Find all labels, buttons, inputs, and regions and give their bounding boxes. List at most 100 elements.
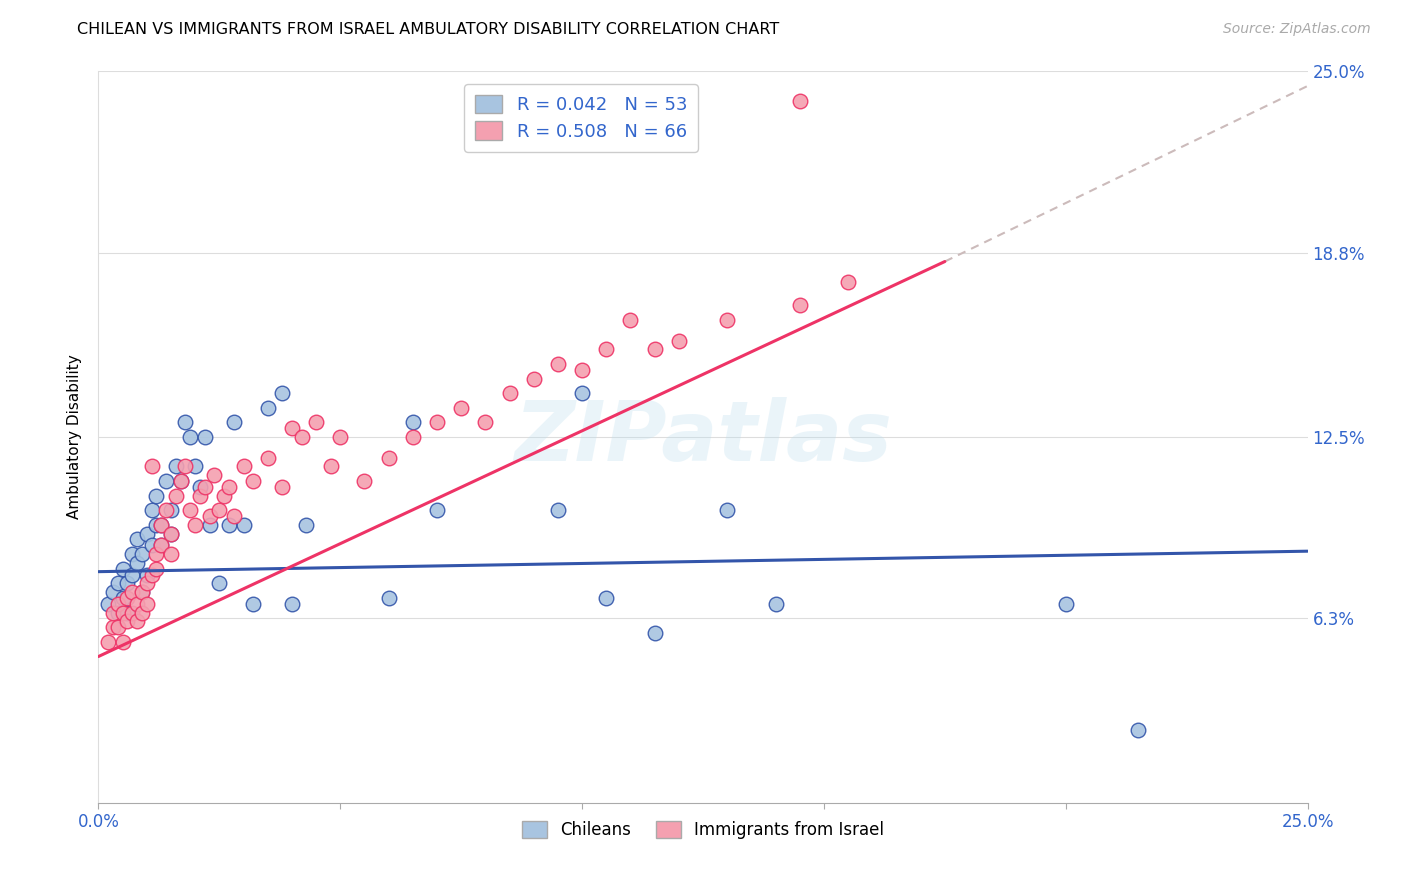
Point xyxy=(281,421,304,435)
Point xyxy=(131,606,153,620)
Point xyxy=(107,606,129,620)
Point xyxy=(426,503,449,517)
Point xyxy=(121,606,143,620)
Point xyxy=(127,533,149,547)
Point xyxy=(141,503,163,517)
Point xyxy=(402,430,425,444)
Point xyxy=(218,480,240,494)
Point xyxy=(107,597,129,611)
Point xyxy=(218,517,240,532)
Point xyxy=(131,547,153,561)
Point xyxy=(97,635,120,649)
Point xyxy=(242,474,264,488)
Point xyxy=(150,538,173,552)
Point xyxy=(837,275,859,289)
Point xyxy=(111,562,134,576)
Point xyxy=(131,585,153,599)
Point xyxy=(595,591,617,605)
Point xyxy=(169,474,191,488)
Point xyxy=(188,489,211,503)
Point xyxy=(141,567,163,582)
Point xyxy=(145,562,167,576)
Point xyxy=(101,620,124,634)
Point xyxy=(644,343,666,357)
Text: ZIPatlas: ZIPatlas xyxy=(515,397,891,477)
Point xyxy=(498,386,520,401)
Point xyxy=(547,357,569,371)
Point xyxy=(194,430,217,444)
Point xyxy=(97,597,120,611)
Point xyxy=(281,597,304,611)
Point xyxy=(242,597,264,611)
Point xyxy=(271,480,294,494)
Point xyxy=(145,489,167,503)
Point xyxy=(295,517,318,532)
Point xyxy=(184,517,207,532)
Legend: Chileans, Immigrants from Israel: Chileans, Immigrants from Israel xyxy=(515,814,891,846)
Point xyxy=(377,591,399,605)
Point xyxy=(150,538,173,552)
Text: Source: ZipAtlas.com: Source: ZipAtlas.com xyxy=(1223,22,1371,37)
Point xyxy=(135,597,157,611)
Point xyxy=(174,416,197,430)
Point xyxy=(184,459,207,474)
Point xyxy=(256,450,278,465)
Point xyxy=(644,626,666,640)
Point xyxy=(135,567,157,582)
Point xyxy=(141,538,163,552)
Point xyxy=(179,430,201,444)
Point xyxy=(571,363,593,377)
Point xyxy=(523,371,546,385)
Point xyxy=(117,606,139,620)
Point xyxy=(121,585,143,599)
Point xyxy=(160,526,183,541)
Point xyxy=(121,567,143,582)
Point xyxy=(402,416,425,430)
Point xyxy=(290,430,312,444)
Point xyxy=(271,386,294,401)
Point xyxy=(353,474,375,488)
Point xyxy=(145,547,167,561)
Point xyxy=(208,503,231,517)
Point xyxy=(165,489,187,503)
Point xyxy=(101,585,124,599)
Point xyxy=(111,606,134,620)
Point xyxy=(377,450,399,465)
Point xyxy=(765,597,787,611)
Point xyxy=(107,576,129,591)
Point xyxy=(305,416,328,430)
Point xyxy=(150,517,173,532)
Point xyxy=(117,576,139,591)
Point xyxy=(127,615,149,629)
Point xyxy=(789,94,811,108)
Point xyxy=(232,517,254,532)
Point xyxy=(117,591,139,605)
Point xyxy=(160,526,183,541)
Point xyxy=(135,576,157,591)
Point xyxy=(101,606,124,620)
Point xyxy=(145,517,167,532)
Point xyxy=(117,615,139,629)
Point xyxy=(198,509,221,524)
Point xyxy=(127,597,149,611)
Point xyxy=(668,334,690,348)
Point xyxy=(789,298,811,312)
Point xyxy=(716,503,738,517)
Text: CHILEAN VS IMMIGRANTS FROM ISRAEL AMBULATORY DISABILITY CORRELATION CHART: CHILEAN VS IMMIGRANTS FROM ISRAEL AMBULA… xyxy=(77,22,779,37)
Point xyxy=(160,503,183,517)
Point xyxy=(111,635,134,649)
Point xyxy=(150,517,173,532)
Y-axis label: Ambulatory Disability: Ambulatory Disability xyxy=(67,355,83,519)
Point xyxy=(131,585,153,599)
Point xyxy=(174,459,197,474)
Point xyxy=(111,591,134,605)
Point xyxy=(179,503,201,517)
Point xyxy=(198,517,221,532)
Point xyxy=(204,468,226,483)
Point xyxy=(595,343,617,357)
Point xyxy=(165,459,187,474)
Point xyxy=(256,401,278,415)
Point xyxy=(1054,597,1077,611)
Point xyxy=(107,620,129,634)
Point xyxy=(222,509,245,524)
